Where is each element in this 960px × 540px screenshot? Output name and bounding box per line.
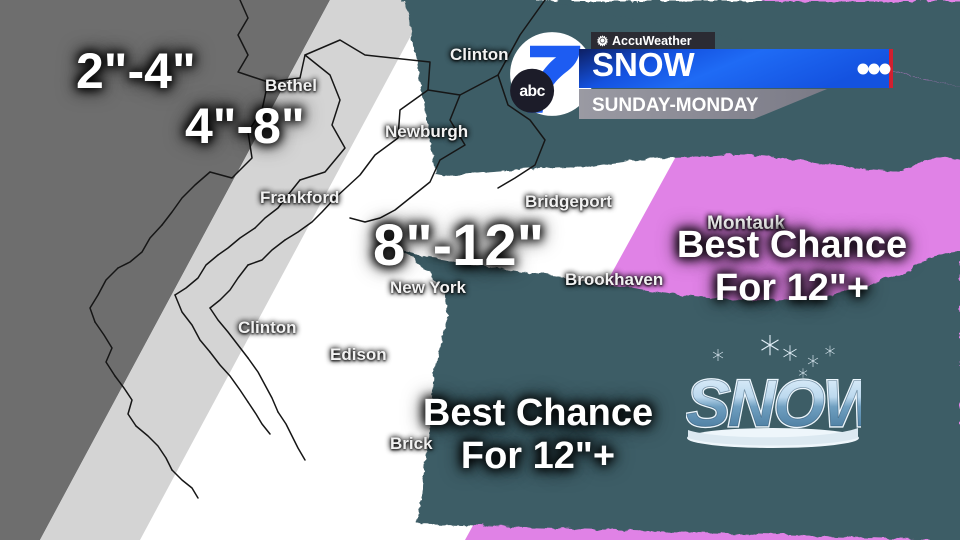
svg-text:SUNDAY-MONDAY: SUNDAY-MONDAY bbox=[592, 95, 759, 116]
svg-text:SNOW: SNOW bbox=[592, 46, 696, 83]
